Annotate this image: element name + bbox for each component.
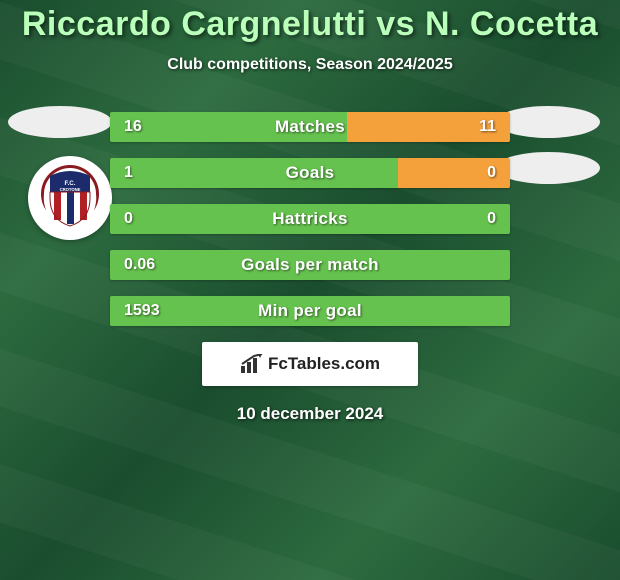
stat-value-right: 0 — [487, 164, 496, 182]
player-right-oval — [496, 106, 600, 138]
stat-value-left: 1 — [124, 164, 133, 182]
player-right-oval-2 — [496, 152, 600, 184]
club-badge: F.C. CROTONE — [28, 156, 112, 240]
stat-row: Goals 1 0 — [110, 158, 510, 188]
stat-label: Goals — [286, 163, 335, 183]
stat-value-left: 0.06 — [124, 256, 155, 274]
svg-text:CROTONE: CROTONE — [60, 187, 81, 192]
stat-value-right: 11 — [479, 118, 496, 136]
stat-label: Matches — [275, 117, 345, 137]
stat-row: Goals per match 0.06 — [110, 250, 510, 280]
stat-row: Matches 16 11 — [110, 112, 510, 142]
date-label: 10 december 2024 — [0, 404, 620, 424]
stat-label: Hattricks — [272, 209, 347, 229]
page-title: Riccardo Cargnelutti vs N. Cocetta — [0, 5, 620, 44]
stat-value-right: 0 — [487, 210, 496, 228]
svg-text:F.C.: F.C. — [65, 180, 76, 187]
stat-value-left: 16 — [124, 118, 142, 136]
stat-bar-left — [110, 158, 398, 188]
stat-value-left: 1593 — [124, 302, 160, 320]
branding-badge[interactable]: FcTables.com — [202, 342, 418, 386]
stat-value-left: 0 — [124, 210, 133, 228]
stat-label: Min per goal — [258, 301, 362, 321]
stats-area: F.C. CROTONE Matches1611Goals10Hattricks… — [0, 112, 620, 424]
player-left-oval — [8, 106, 112, 138]
club-badge-icon: F.C. CROTONE — [40, 162, 100, 234]
branding-text: FcTables.com — [268, 354, 380, 374]
subtitle: Club competitions, Season 2024/2025 — [0, 56, 620, 74]
stat-label: Goals per match — [241, 255, 379, 275]
chart-icon — [240, 354, 264, 374]
stat-row: Hattricks 0 0 — [110, 204, 510, 234]
stat-rows: Matches 16 11 Goals 1 0 Hattricks 0 0 Goals per m… — [110, 112, 510, 326]
comparison-card: Riccardo Cargnelutti vs N. Cocetta Club … — [0, 0, 620, 424]
stat-row: Min per goal 1593 — [110, 296, 510, 326]
